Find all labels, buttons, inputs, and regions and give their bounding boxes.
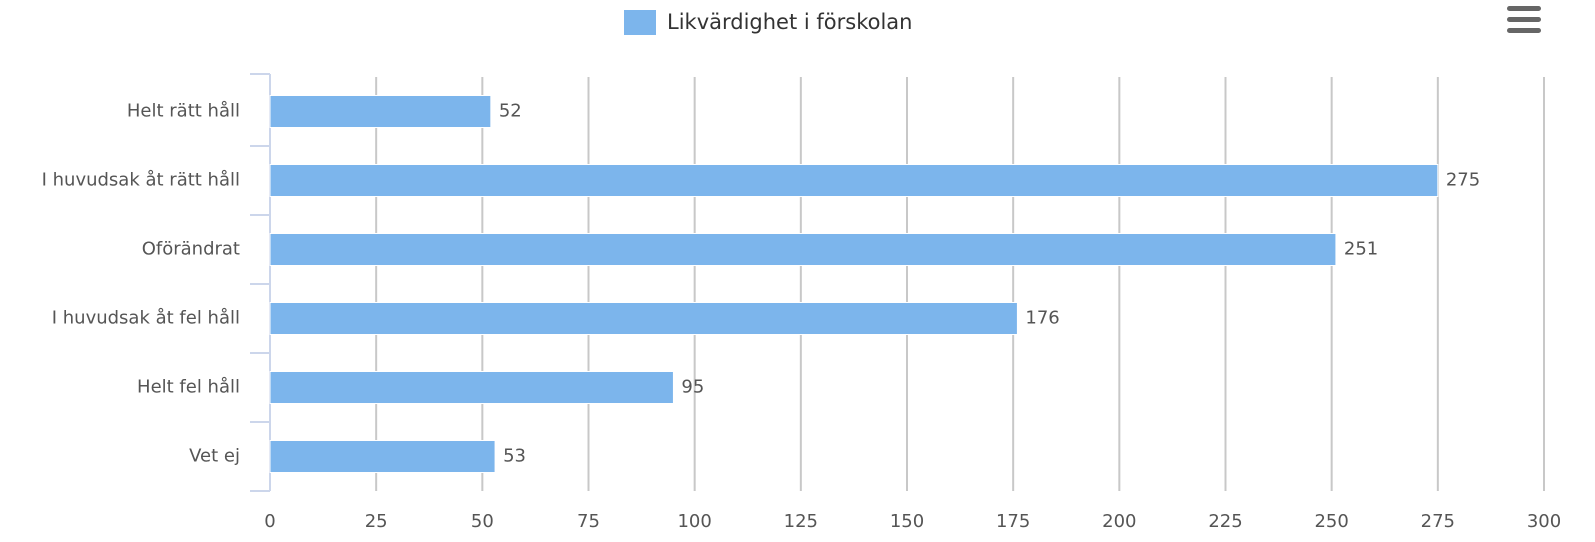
x-tick-label: 0 [264, 511, 275, 532]
x-tick-label: 75 [577, 511, 600, 532]
bar [269, 95, 492, 128]
x-tick-label: 150 [890, 511, 924, 532]
y-tick-label: Helt fel håll [137, 377, 240, 398]
menu-line [1507, 6, 1541, 11]
y-tick-label: I huvudsak åt fel håll [52, 308, 240, 329]
bar [269, 371, 674, 404]
bar [269, 302, 1018, 335]
menu-button[interactable] [1507, 6, 1541, 33]
x-tick-label: 200 [1102, 511, 1136, 532]
data-label: 95 [681, 377, 704, 398]
y-tick-label: Vet ej [189, 446, 240, 467]
x-tick-label: 25 [365, 511, 388, 532]
bar [269, 164, 1439, 197]
y-tick-label: I huvudsak åt rätt håll [42, 170, 240, 191]
menu-line [1507, 28, 1541, 33]
x-tick-label: 100 [677, 511, 711, 532]
data-label: 52 [499, 101, 522, 122]
x-tick-label: 300 [1527, 511, 1561, 532]
legend: Likvärdighet i förskolan [624, 10, 913, 35]
y-tick-label: Helt rätt håll [127, 101, 240, 122]
data-label: 53 [503, 446, 526, 467]
data-label: 275 [1446, 170, 1480, 191]
x-tick-label: 250 [1314, 511, 1348, 532]
x-tick-label: 125 [784, 511, 818, 532]
x-tick-label: 275 [1421, 511, 1455, 532]
x-tick-label: 175 [996, 511, 1030, 532]
y-tick-label: Oförändrat [142, 239, 240, 260]
legend-swatch [624, 10, 656, 35]
menu-line [1507, 17, 1541, 22]
x-tick-label: 225 [1208, 511, 1242, 532]
bar [269, 233, 1337, 266]
legend-label: Likvärdighet i förskolan [667, 10, 913, 34]
data-label: 176 [1025, 308, 1059, 329]
bar [269, 440, 496, 473]
x-tick-label: 50 [471, 511, 494, 532]
data-label: 251 [1344, 239, 1378, 260]
